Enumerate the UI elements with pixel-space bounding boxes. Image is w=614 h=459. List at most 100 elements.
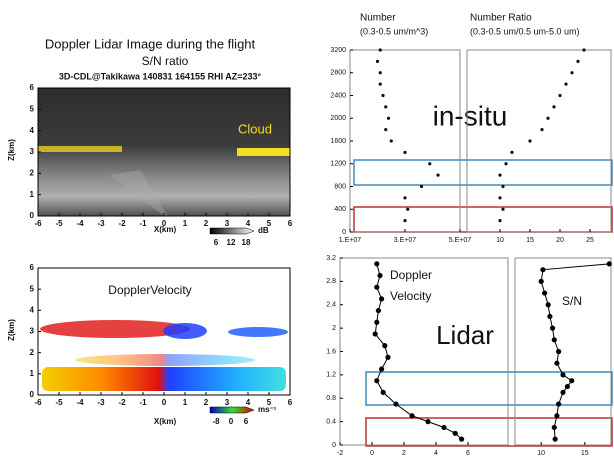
y-tick-label: 2 <box>30 348 35 357</box>
y-tick-label: 3.2 <box>326 255 336 262</box>
x-tick-label: 1 <box>183 219 188 228</box>
y-tick-label: 0.8 <box>326 395 336 402</box>
annotation: Cloud <box>238 121 272 136</box>
y-tick-label: 2400 <box>330 92 346 99</box>
data-point <box>403 196 407 200</box>
colorbar-tick-label: 18 <box>242 238 251 247</box>
panel-title: S/N ratio <box>142 54 189 68</box>
y-tick-label: 2 <box>30 168 35 177</box>
y-tick-label: 4 <box>30 305 35 314</box>
velocity-cloud <box>228 327 288 337</box>
x-tick-label: 3 <box>225 219 230 228</box>
y-tick-label: 0 <box>342 229 346 236</box>
y-tick-label: 0.4 <box>326 418 336 425</box>
y-tick-label: 1 <box>30 369 35 378</box>
data-point <box>551 337 557 343</box>
x-tick-label: -2 <box>337 450 343 457</box>
panel-subtitle: (0.3-0.5 um/m^3) <box>360 26 428 36</box>
data-point <box>377 272 383 279</box>
colorbar-tick-label: 0 <box>229 417 234 426</box>
panel-title: Doppler <box>390 268 432 282</box>
data-point <box>385 354 391 360</box>
y-tick-label: 4 <box>30 126 35 135</box>
data-point <box>382 343 388 349</box>
colorbar-tick-label: 6 <box>244 417 249 426</box>
data-point <box>549 325 556 331</box>
x-tick-label: 2 <box>204 219 209 228</box>
y-tick-label: 5 <box>30 104 35 113</box>
data-point <box>403 219 407 223</box>
y-tick-label: 3200 <box>330 47 346 54</box>
data-point <box>378 82 382 86</box>
velocity-cloud <box>163 323 207 339</box>
data-point <box>380 389 386 396</box>
y-tick-label: 3 <box>30 147 35 156</box>
x-tick-label: 4 <box>434 450 438 457</box>
beam-wedge <box>110 170 168 216</box>
x-tick-label: 2 <box>402 450 406 457</box>
data-point <box>436 173 440 177</box>
data-point <box>384 105 388 109</box>
data-point <box>381 93 385 98</box>
x-tick-label: -5 <box>55 398 63 407</box>
x-tick-label: -3 <box>97 398 105 407</box>
data-point <box>554 360 560 366</box>
x-tick-label: 5.E+07 <box>449 237 471 244</box>
cloud-band <box>38 146 122 152</box>
y-axis-label: Z(km) <box>7 139 16 161</box>
y-tick-label: 5 <box>30 284 35 293</box>
colorbar <box>209 227 255 235</box>
data-point <box>378 71 382 75</box>
data-point <box>606 261 612 267</box>
panel-title: S/N <box>562 294 582 308</box>
x-tick-label: 3 <box>225 398 230 407</box>
data-point <box>441 424 447 431</box>
x-tick-label: 20 <box>556 237 564 244</box>
velocity-layer <box>42 367 286 391</box>
data-point <box>406 207 410 211</box>
data-point <box>546 116 550 120</box>
highlight-box <box>353 206 613 233</box>
data-point <box>374 284 380 290</box>
x-tick-label: 3.E+07 <box>394 237 416 244</box>
y-tick-label: 800 <box>334 183 346 190</box>
y-axis-label: Z(km) <box>7 319 16 341</box>
data-point <box>378 48 382 52</box>
y-tick-label: 6 <box>30 263 35 272</box>
y-tick-label: 1.2 <box>326 372 336 379</box>
x-tick-label: 6 <box>288 219 293 228</box>
data-point <box>452 430 458 436</box>
y-tick-label: 2.8 <box>326 278 336 285</box>
data-point <box>501 184 505 189</box>
y-tick-label: 0 <box>30 390 35 399</box>
data-point <box>545 302 551 308</box>
y-tick-label: 1 <box>30 190 35 199</box>
x-tick-label: 6 <box>466 450 470 457</box>
y-tick-label: 400 <box>334 206 346 213</box>
x-tick-label: -4 <box>76 219 84 228</box>
data-point <box>498 173 502 177</box>
x-tick-label: 2 <box>204 398 209 407</box>
highlight-box <box>365 417 613 447</box>
x-tick-label: 15 <box>526 237 534 244</box>
data-point <box>510 150 514 154</box>
data-point <box>501 207 505 211</box>
x-tick-label: 15 <box>581 450 589 457</box>
data-point <box>459 436 465 442</box>
x-tick-label: -3 <box>97 219 105 228</box>
x-tick-label: 10 <box>496 237 504 244</box>
data-point <box>560 372 566 378</box>
x-tick-label: 5 <box>267 398 272 407</box>
panel-title: Number Ratio <box>470 13 532 24</box>
profile-line <box>540 263 610 440</box>
panel-subtitle: (0.3-0.5 um/0.5 um-5.0 um) <box>470 26 580 36</box>
x-tick-label: 25 <box>586 237 594 244</box>
highlight-box <box>353 159 613 186</box>
y-tick-label: 2 <box>332 325 336 332</box>
cloud-band <box>237 148 290 156</box>
data-point <box>372 331 378 337</box>
colorbar <box>209 406 255 414</box>
data-point <box>374 378 380 384</box>
y-tick-label: 0 <box>30 211 35 220</box>
